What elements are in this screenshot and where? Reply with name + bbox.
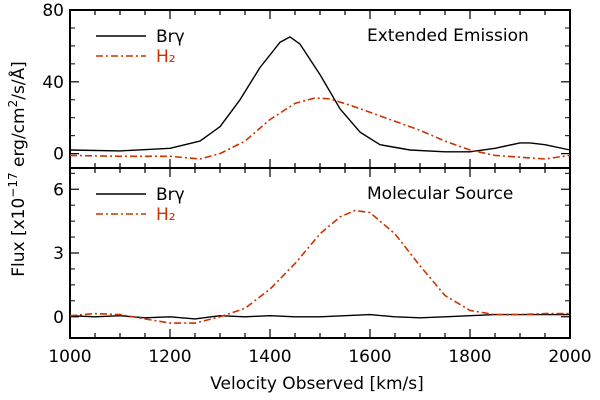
top-legend-label-h2: H₂ (156, 47, 176, 67)
top-series-brgamma-line (69, 36, 571, 153)
bottom-series-h2-line (69, 209, 570, 324)
bottom-series-brgamma-line (69, 313, 570, 320)
bottom-annotation: Molecular Source (367, 184, 513, 204)
top-annotation: Extended Emission (367, 26, 529, 46)
top-y-tick-label: 40 (42, 73, 64, 93)
top-y-tick-label: 80 (42, 1, 64, 21)
y-axis-label: Flux [x10−17 erg/cm2/s/Å] (6, 61, 29, 277)
bottom-x-tick-label: 1400 (248, 347, 291, 367)
y-axis-label-unit-tail: /s/Å] (7, 61, 29, 100)
top-y-tick-label: 0 (53, 145, 64, 165)
bottom-legend-label-h2: H₂ (156, 205, 176, 225)
y-axis-label-unit-exponent: 2 (6, 100, 20, 108)
y-axis-label-exponent: −17 (6, 172, 20, 197)
y-axis-label-main: Flux [x10 (9, 198, 29, 277)
x-axis-label: Velocity Observed [km/s] (210, 374, 424, 394)
bottom-x-tick-label: 1000 (48, 347, 91, 367)
bottom-legend-label-brgamma: Brγ (156, 185, 185, 205)
bottom-x-tick-label: 1200 (148, 347, 191, 367)
bottom-y-tick-label: 3 (53, 244, 64, 264)
bottom-y-tick-label: 0 (53, 308, 64, 328)
bottom-x-tick-label: 1800 (448, 347, 491, 367)
y-axis-label-unit: erg/cm (9, 107, 29, 172)
bottom-y-tick-label: 6 (53, 180, 64, 200)
top-legend-label-brgamma: Brγ (156, 27, 185, 47)
bottom-x-tick-label: 1600 (348, 347, 391, 367)
top-series-h2-line (69, 97, 571, 160)
bottom-x-tick-label: 2000 (548, 347, 591, 367)
